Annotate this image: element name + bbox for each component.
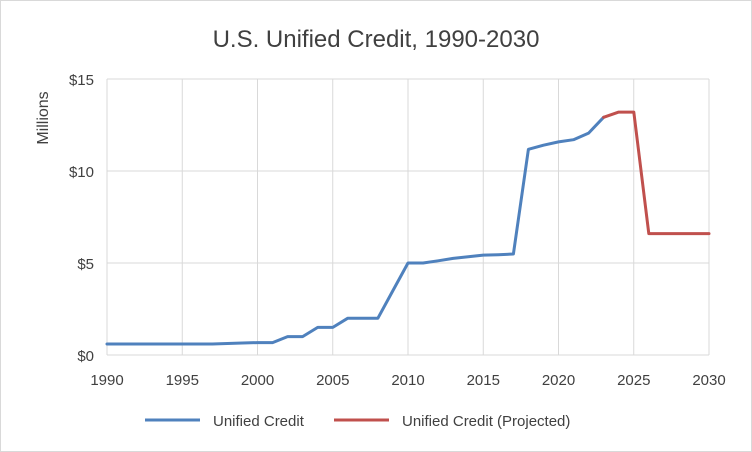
series-line-0 — [105, 115, 606, 346]
y-axis-label: Millions — [35, 91, 52, 144]
y-tick-label: $10 — [69, 164, 94, 181]
series-line-1 — [602, 110, 711, 236]
x-tick-label: 2000 — [241, 372, 274, 389]
legend-label-1: Unified Credit (Projected) — [402, 413, 570, 430]
x-tick-label: 2030 — [692, 372, 725, 389]
y-tick-label: $5 — [77, 256, 94, 273]
tick-labels: 1990 1995 2000 2005 2010 2015 2020 2025 2030 $0 $5… — [69, 72, 726, 389]
x-tick-label: 1990 — [90, 372, 123, 389]
x-tick-label: 2025 — [617, 372, 650, 389]
y-tick-label: $0 — [77, 348, 94, 365]
chart-title: U.S. Unified Credit, 1990-2030 — [213, 26, 540, 53]
x-tick-label: 1995 — [166, 372, 199, 389]
gridlines — [106, 78, 710, 356]
x-tick-label: 2015 — [467, 372, 500, 389]
legend: Unified Credit Unified Credit (Projected) — [145, 413, 570, 430]
x-tick-label: 2020 — [542, 372, 575, 389]
series-lines — [105, 110, 711, 346]
y-tick-label: $15 — [69, 72, 94, 89]
x-tick-label: 2005 — [316, 372, 349, 389]
x-tick-label: 2010 — [391, 372, 424, 389]
legend-label-0: Unified Credit — [213, 413, 305, 430]
